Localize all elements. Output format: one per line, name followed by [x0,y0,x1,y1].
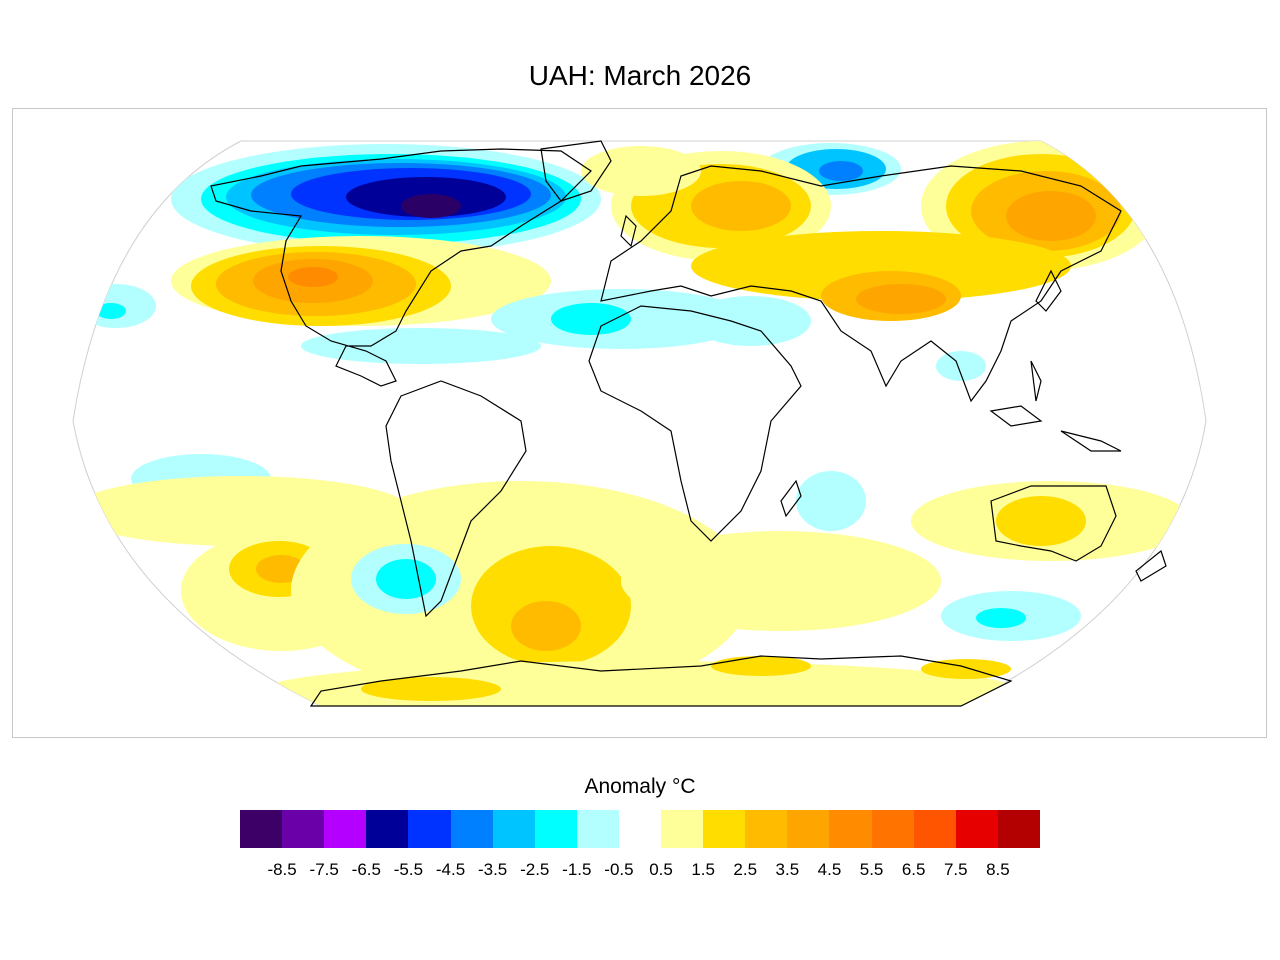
colorbar-tick-label: -0.5 [604,860,634,879]
colorbar-swatch [492,810,536,848]
colorbar-swatch [618,810,662,848]
colorbar [240,810,1041,848]
colorbar-swatch [661,810,704,848]
colorbar-swatch [240,810,283,848]
colorbar-tick-label: 2.5 [733,860,758,879]
colorbar-tick-label: -6.5 [351,860,381,879]
colorbar-swatch [913,810,957,848]
colorbar-swatch [324,810,367,848]
colorbar-swatch [829,810,873,848]
colorbar-swatch [366,810,409,848]
colorbar-tick-label: -5.5 [393,860,424,879]
colorbar-swatch [450,810,494,848]
colorbar-swatch [703,810,746,848]
colorbar-tick-label: -4.5 [435,860,466,879]
colorbar-tick-label: 5.5 [859,860,884,879]
colorbar-tick-label: 6.5 [901,860,926,879]
colorbar-swatch [745,810,788,848]
colorbar-swatch [955,810,999,848]
colorbar-swatch [787,810,830,848]
colorbar-tick-label: -7.5 [309,860,339,879]
colorbar-tick-label: 0.5 [649,860,673,879]
colorbar-tick-label: -2.5 [520,860,550,879]
colorbar-tick-label: -8.5 [267,860,297,879]
colorbar-swatch [282,810,325,848]
colorbar-tick-label: 8.5 [986,860,1010,879]
colorbar-tick-label: 7.5 [943,860,968,879]
colorbar-tick-label: -1.5 [562,860,592,879]
coastlines [210,140,1167,707]
colorbar-swatch [576,810,620,848]
colorbar-tick-label: 4.5 [817,860,842,879]
colorbar-swatch [534,810,578,848]
colorbar-tick-label: 1.5 [691,860,715,879]
colorbar-swatch [997,810,1041,848]
colorbar-swatch [408,810,451,848]
anomaly-map [72,140,1207,707]
legend-title: Anomaly °C [584,775,696,798]
map-title: UAH: March 2026 [528,60,752,91]
colorbar-ticks: -8.5 -7.5 -6.5 -5.5 -4.5 -3.5 -2.5 -1.5 -0.5 0.5 1… [0,860,1280,880]
map-frame [12,108,1267,738]
anomaly-fields [73,141,1191,706]
colorbar-tick-label: 3.5 [775,860,800,879]
colorbar-tick-label: -3.5 [477,860,508,879]
colorbar-swatch [871,810,915,848]
